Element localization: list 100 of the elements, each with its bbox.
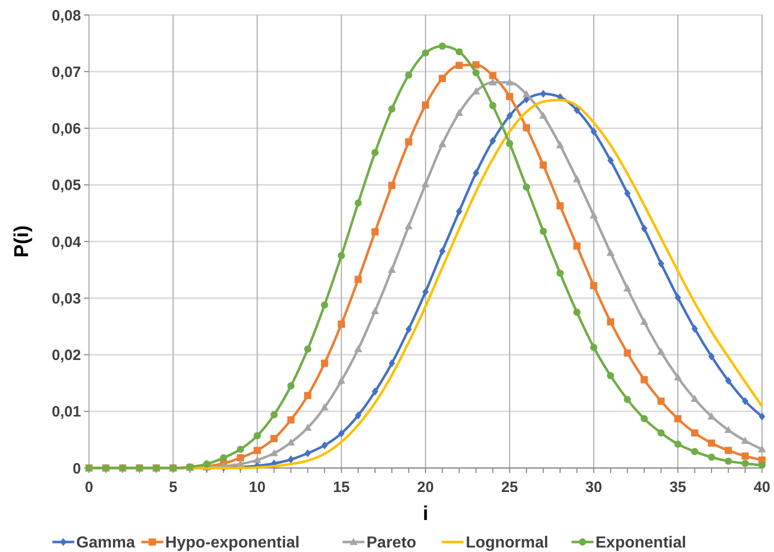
point [304,392,312,400]
point [758,462,766,469]
x-tick-label: 10 [248,479,266,496]
point [506,112,513,120]
legend-label: Lognormal [466,534,548,552]
point [288,456,294,464]
y-tick-label: 0,02 [52,347,81,364]
point [422,101,430,109]
y-tick-label: 0,06 [52,120,81,138]
point [236,446,244,453]
point [455,108,464,116]
point [691,448,698,456]
point [556,270,564,277]
point [490,136,496,145]
point [607,156,614,165]
point [320,403,329,410]
x-tick-label: 40 [754,479,770,496]
point [422,288,429,296]
point [203,460,210,468]
point [590,282,598,290]
point [606,318,614,326]
point [506,140,514,148]
y-tick-label: 0,07 [52,64,81,81]
y-tick-label: 0,01 [52,404,81,421]
point [270,411,278,418]
point [472,61,480,68]
point [488,78,497,86]
point [506,78,514,86]
point [640,415,648,422]
point [657,348,666,355]
point [658,260,664,268]
point [253,456,262,464]
x-tick-label: 20 [417,479,434,496]
point [623,284,632,292]
point [674,373,682,380]
x-tick-label: 30 [585,479,602,496]
point [404,222,413,230]
point [405,138,412,146]
point [624,349,631,357]
y-axis-title: P(i) [11,225,33,258]
point [338,429,345,438]
point [624,396,631,404]
x-tick-label: 25 [501,479,518,496]
point [456,207,462,216]
y-tick-label: 0,04 [52,234,82,251]
point [489,72,496,80]
legend-label: Pareto [366,534,417,552]
point [741,436,750,444]
point [724,458,732,465]
y-tick-label: 0,08 [52,7,81,24]
point [708,439,716,447]
point [556,141,564,148]
point [270,434,278,442]
x-tick-label: 15 [333,479,350,496]
point [522,124,530,132]
point [539,112,548,119]
point [422,180,430,188]
x-tick-label: 5 [168,479,178,496]
point [742,397,748,406]
point [320,360,328,367]
point [590,344,598,351]
point [254,432,261,440]
point [506,92,514,100]
point [522,184,530,191]
point [556,202,564,210]
point [573,308,581,316]
point [388,266,396,273]
point [354,344,362,352]
point [388,182,396,190]
point [590,128,597,136]
point [657,429,665,436]
point [573,242,581,250]
point [405,71,412,79]
point [355,411,362,420]
point [270,449,278,456]
point [371,149,379,156]
point [657,398,665,405]
point [758,445,766,452]
point [388,105,396,113]
point [372,388,378,396]
x-tick-label: 35 [670,479,686,496]
point [338,320,345,328]
point [337,376,346,384]
point [640,376,648,384]
y-tick-label: 0 [72,460,81,478]
point [742,452,749,460]
point [338,252,345,260]
point [456,62,463,69]
point [220,454,228,462]
point [320,301,328,309]
y-tick-label: 0,05 [52,177,81,194]
point [691,429,698,436]
point [321,441,328,450]
point [692,324,698,333]
point [304,449,311,458]
point [472,168,480,177]
point [708,352,715,360]
point [724,446,732,454]
y-tick-label: 0,03 [52,290,81,308]
point [472,69,480,76]
